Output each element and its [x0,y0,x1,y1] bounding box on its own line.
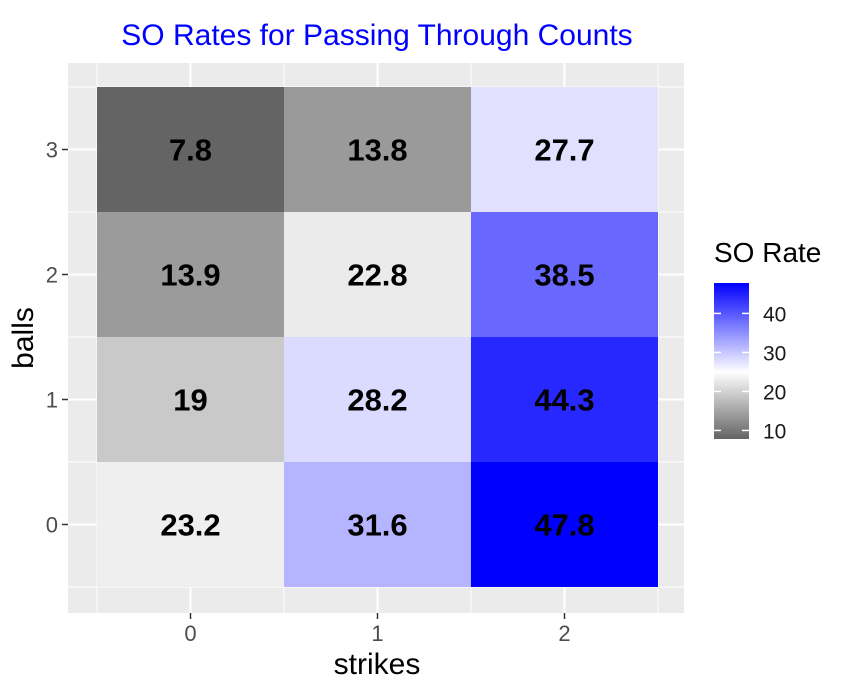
y-tick-label: 1 [46,388,58,413]
cell-value-label: 13.9 [160,258,220,293]
legend-tick-label: 40 [763,303,786,326]
x-tick-label: 0 [184,621,196,646]
heatmap-cell [284,212,471,337]
legend-tick-label: 10 [763,420,786,443]
chart-title: SO Rates for Passing Through Counts [121,19,632,52]
x-axis: 0 1 2 [184,613,571,646]
heatmap-cell [471,87,658,212]
legend-tick-label: 30 [763,342,786,365]
x-axis-title: strikes [334,648,421,681]
y-tick-label: 3 [46,138,58,163]
heatmap-cell [97,87,284,212]
legend-tick-label: 20 [763,381,786,404]
cell-value-label: 7.8 [169,133,212,168]
heatmap-cells [97,87,658,587]
legend-title: SO Rate [714,237,821,268]
heatmap-cell [284,87,471,212]
cell-value-label: 22.8 [347,258,407,293]
x-tick-label: 2 [558,621,570,646]
heatmap-cell [97,462,284,587]
cell-value-label: 47.8 [534,508,594,543]
y-tick-label: 0 [46,513,58,538]
cell-value-label: 23.2 [160,508,220,543]
cell-value-label: 31.6 [347,508,407,543]
heatmap-cell [471,337,658,462]
legend: SO Rate 10 20 30 40 [714,237,821,443]
heatmap-cell [284,337,471,462]
heatmap-cell [97,212,284,337]
cell-value-label: 19 [173,383,207,418]
cell-value-label: 13.8 [347,133,407,168]
heatmap-cell [284,462,471,587]
cell-labels: 7.8 13.8 27.7 13.9 22.8 38.5 19 28.2 44.3 23.2 31.… [160,133,594,543]
cell-value-label: 38.5 [534,258,594,293]
heatmap-cell [471,212,658,337]
heatmap-cell [97,337,284,462]
legend-ticks: 10 20 30 40 [714,303,786,443]
cell-value-label: 44.3 [534,383,594,418]
y-tick-label: 2 [46,263,58,288]
heatmap-cell [471,462,658,587]
legend-colorbar [714,283,749,439]
y-axis-title: balls [7,307,40,369]
cell-value-label: 28.2 [347,383,407,418]
y-axis: 0 1 2 3 [46,138,68,538]
cell-value-label: 27.7 [534,133,594,168]
x-tick-label: 1 [371,621,383,646]
